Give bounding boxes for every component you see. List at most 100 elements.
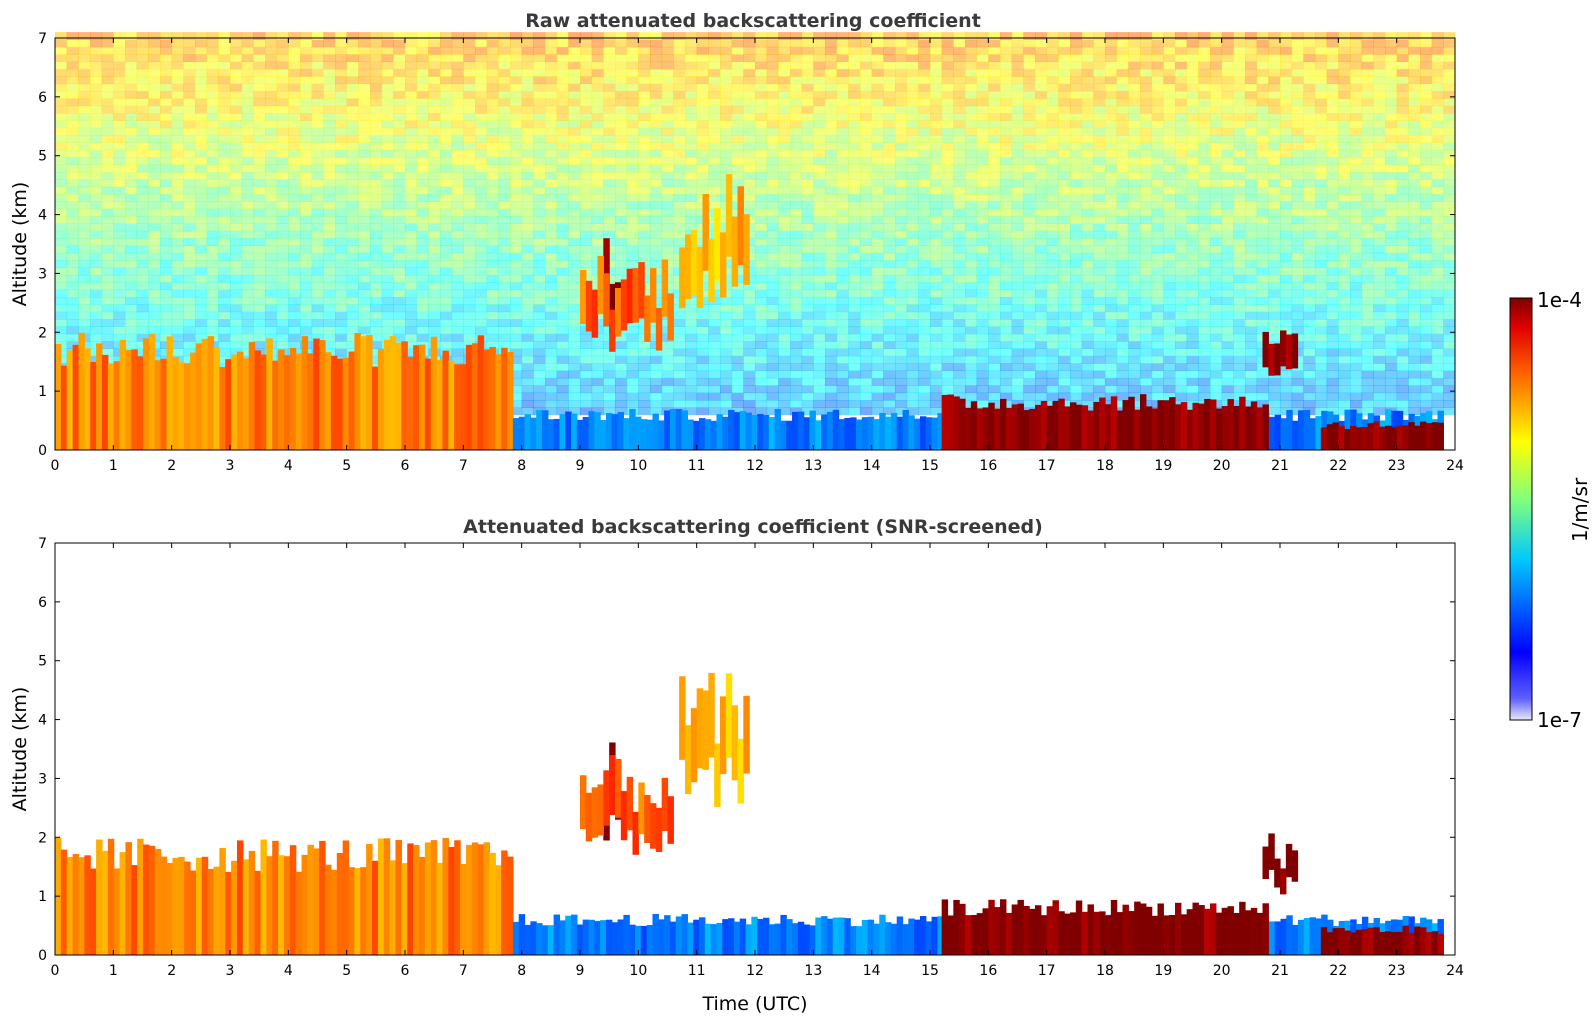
noise-cell <box>743 83 756 92</box>
noise-cell <box>160 274 173 283</box>
noise-cell <box>556 90 569 99</box>
noise-cell <box>1151 267 1164 276</box>
noise-cell <box>941 385 954 394</box>
noise-cell <box>160 127 173 136</box>
noise-cell <box>1070 216 1083 224</box>
noise-cell <box>440 120 453 129</box>
noise-cell <box>1046 252 1059 261</box>
noise-cell <box>1046 289 1059 298</box>
noise-cell <box>790 223 803 232</box>
noise-cell <box>101 105 114 114</box>
noise-cell <box>370 267 383 276</box>
noise-cell <box>206 311 219 320</box>
noise-cell <box>836 142 849 151</box>
noise-cell <box>1058 274 1071 283</box>
noise-cell <box>78 32 91 40</box>
noise-cell <box>836 171 849 180</box>
noise-cell <box>300 267 313 276</box>
noise-cell <box>55 142 68 151</box>
noise-cell <box>556 135 569 143</box>
noise-cell <box>790 193 803 202</box>
noise-cell <box>801 142 814 151</box>
noise-cell <box>685 149 698 158</box>
noise-cell <box>673 326 686 335</box>
noise-cell <box>218 348 231 357</box>
noise-cell <box>90 274 103 283</box>
noise-cell <box>930 274 943 283</box>
noise-cell <box>160 113 173 121</box>
noise-cell <box>813 392 826 401</box>
noise-cell <box>171 274 184 283</box>
noise-cell <box>300 54 313 63</box>
noise-cell <box>848 260 861 269</box>
noise-cell <box>883 238 896 246</box>
noise-cell <box>66 135 79 143</box>
noise-cell <box>568 164 581 173</box>
noise-cell <box>300 274 313 283</box>
noise-cell <box>288 186 301 195</box>
noise-cell <box>381 46 394 55</box>
noise-cell <box>113 238 126 246</box>
noise-cell <box>743 157 756 166</box>
noise-cell <box>1081 399 1094 408</box>
noise-cell <box>895 319 908 327</box>
noise-cell <box>218 355 231 364</box>
noise-cell <box>790 267 803 276</box>
noise-cell <box>300 282 313 291</box>
noise-cell <box>580 392 593 401</box>
noise-cell <box>708 32 721 40</box>
noise-cell <box>288 105 301 114</box>
noise-cell <box>335 39 348 48</box>
noise-cell <box>1093 193 1106 202</box>
noise-cell <box>393 127 406 136</box>
noise-cell <box>370 127 383 136</box>
noise-cell <box>241 230 254 239</box>
noise-cell <box>1035 186 1048 195</box>
noise-cell <box>428 98 441 107</box>
noise-cell <box>381 142 394 151</box>
noise-cell <box>195 193 208 202</box>
noise-cell <box>708 76 721 85</box>
noise-cell <box>580 127 593 136</box>
noise-cell <box>428 120 441 129</box>
noise-cell <box>510 319 523 327</box>
noise-cell <box>1163 252 1176 261</box>
noise-cell <box>626 341 639 349</box>
noise-cell <box>78 135 91 143</box>
noise-cell <box>55 267 68 276</box>
noise-cell <box>136 245 149 254</box>
noise-cell <box>1058 171 1071 180</box>
noise-cell <box>195 201 208 210</box>
noise-cell <box>988 348 1001 357</box>
noise-cell <box>533 333 546 342</box>
noise-cell <box>55 98 68 107</box>
noise-cell <box>241 304 254 313</box>
noise-cell <box>801 333 814 342</box>
noise-cell <box>766 193 779 202</box>
noise-cell <box>545 267 558 276</box>
noise-cell <box>941 98 954 107</box>
noise-cell <box>335 311 348 320</box>
noise-cell <box>766 238 779 246</box>
noise-cell <box>358 282 371 291</box>
noise-cell <box>673 392 686 401</box>
noise-cell <box>1011 164 1024 173</box>
noise-cell <box>183 304 196 313</box>
noise-cell <box>860 407 873 416</box>
noise-cell <box>790 407 803 416</box>
noise-cell <box>965 83 978 92</box>
noise-cell <box>685 179 698 188</box>
noise-cell <box>521 407 534 416</box>
noise-cell <box>288 157 301 166</box>
noise-cell <box>685 39 698 48</box>
noise-cell <box>241 120 254 129</box>
noise-cell <box>848 201 861 210</box>
noise-cell <box>323 296 336 305</box>
noise-cell <box>696 142 709 151</box>
noise-cell <box>836 120 849 129</box>
noise-cell <box>825 223 838 232</box>
noise-cell <box>918 208 931 217</box>
noise-cell <box>626 399 639 408</box>
noise-cell <box>160 223 173 232</box>
noise-cell <box>988 149 1001 158</box>
